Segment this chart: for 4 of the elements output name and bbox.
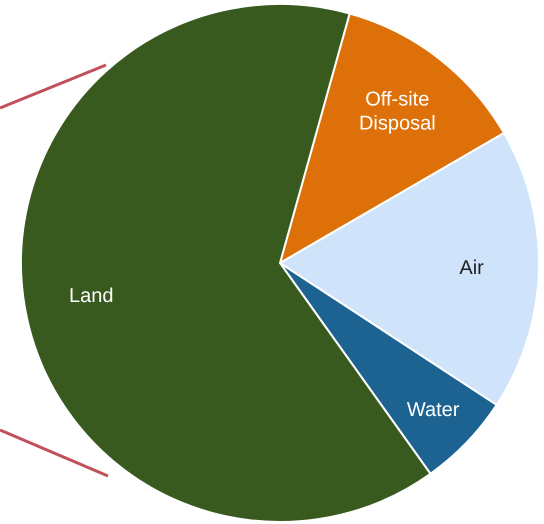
slice-label: Off-site Disposal xyxy=(358,88,436,134)
slice-label: Water xyxy=(406,399,460,422)
slice-label: Air xyxy=(459,257,484,280)
slice-label: Land xyxy=(68,285,114,308)
